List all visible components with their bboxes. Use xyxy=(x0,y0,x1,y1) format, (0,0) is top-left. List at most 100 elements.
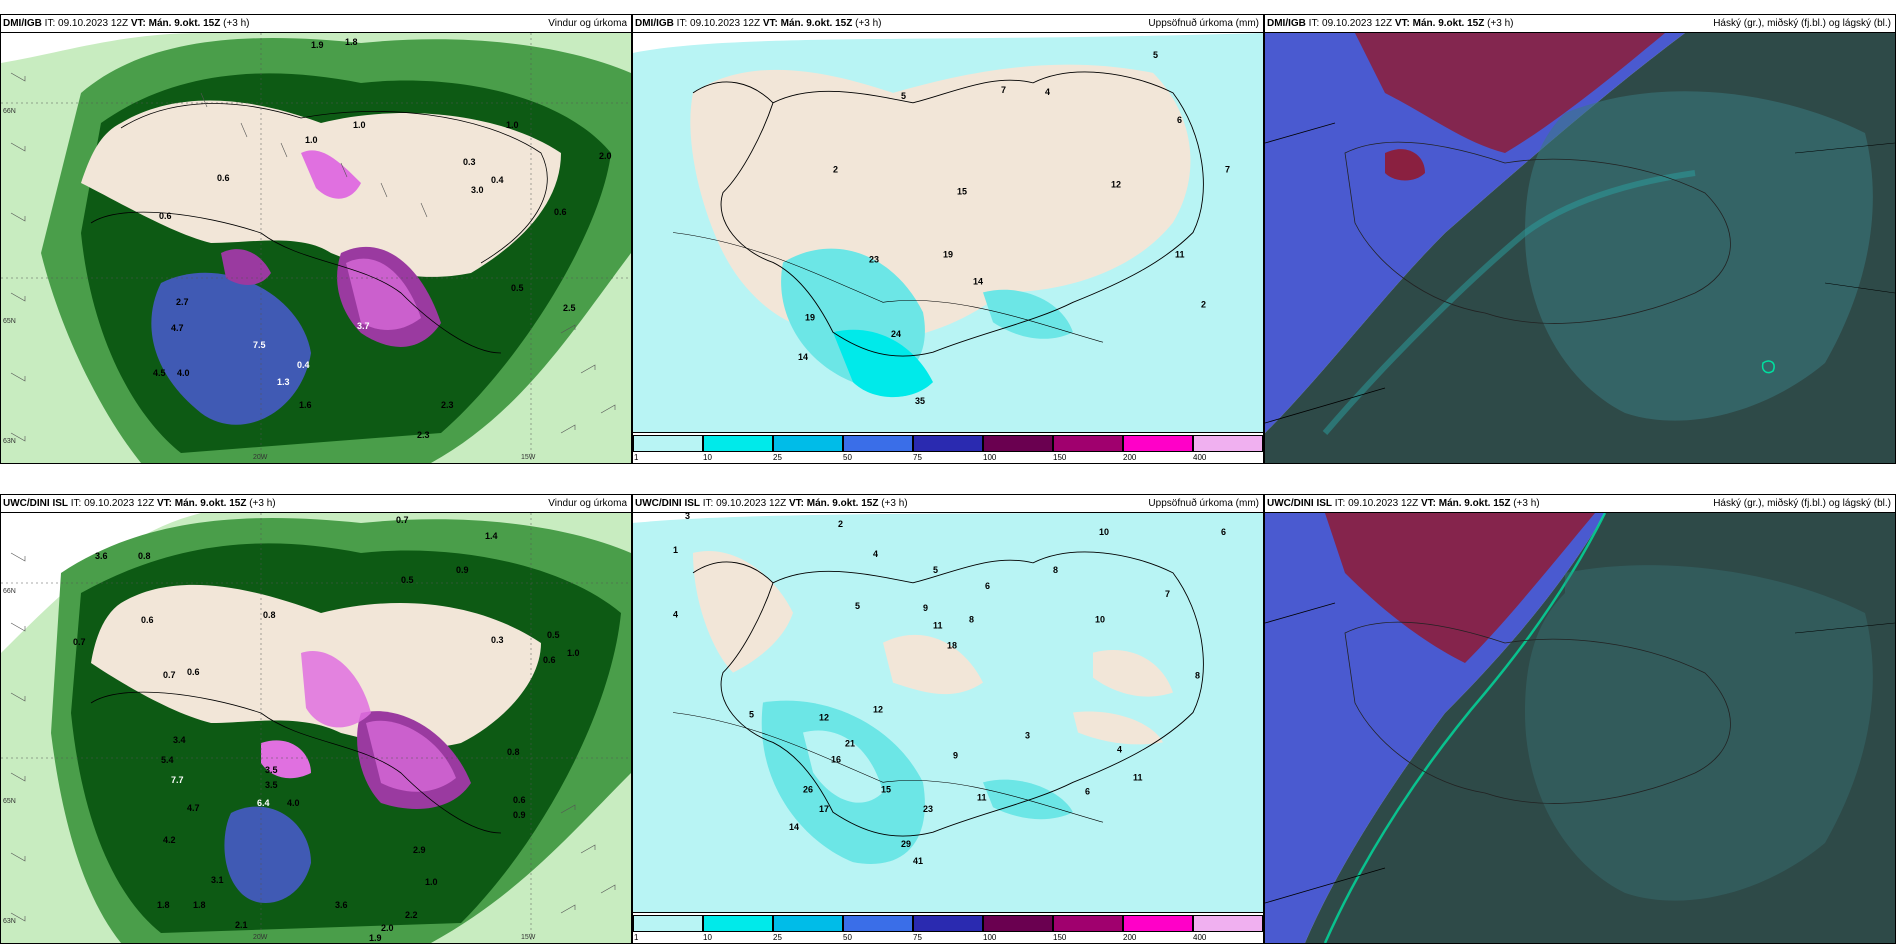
colorbar-tick: 75 xyxy=(913,933,922,942)
panel-title: Uppsöfnuð úrkoma (mm) xyxy=(1148,498,1259,509)
precip-label: 1.0 xyxy=(425,877,438,887)
precip-label: 4 xyxy=(1117,744,1122,754)
precip-label: 0.5 xyxy=(511,283,524,293)
precip-label: 10 xyxy=(1099,527,1109,537)
precip-label: 0.8 xyxy=(263,610,276,620)
precip-label: 0.6 xyxy=(141,615,154,625)
precip-label: 0.6 xyxy=(543,655,556,665)
panel-accum-precip-uwc[interactable]: UWC/DINI ISL IT: 09.10.2023 12Z VT: Mán.… xyxy=(632,494,1264,944)
valid-label: VT: xyxy=(130,18,146,29)
precip-label: 3 xyxy=(685,513,690,521)
lat-label: 65N xyxy=(3,798,16,805)
colorbar-swatch xyxy=(1053,435,1123,452)
panel-clouds-dmi[interactable]: DMI/IGB IT: 09.10.2023 12Z VT: Mán. 9.ok… xyxy=(1264,14,1896,464)
panel-header: DMI/IGB IT: 09.10.2023 12Z VT: Mán. 9.ok… xyxy=(633,15,1263,33)
precip-label: 5 xyxy=(933,565,938,575)
panel-accum-precip-dmi[interactable]: DMI/IGB IT: 09.10.2023 12Z VT: Mán. 9.ok… xyxy=(632,14,1264,464)
precip-label: 1.8 xyxy=(157,900,170,910)
precip-label: 4 xyxy=(1045,87,1050,97)
cloud-map[interactable] xyxy=(1265,33,1895,463)
precip-label: 19 xyxy=(943,249,953,259)
precip-label: 0.3 xyxy=(463,157,476,167)
precip-label: 0.7 xyxy=(163,670,176,680)
colorbar-swatch xyxy=(1123,435,1193,452)
panel-wind-precip-dmi[interactable]: DMI/IGB IT: 09.10.2023 12Z VT: Mán. 9.ok… xyxy=(0,14,632,464)
precip-label: 0.8 xyxy=(507,747,520,757)
panel-wind-precip-uwc[interactable]: UWC/DINI ISL IT: 09.10.2023 12Z VT: Mán.… xyxy=(0,494,632,944)
colorbar-tick: 25 xyxy=(773,453,782,462)
precip-label: 3.7 xyxy=(357,321,370,331)
precip-label: 2.7 xyxy=(176,297,189,307)
precip-map[interactable]: 3 2 1 4 4 5 6 8 10 6 5 7 8 9 11 10 12 18… xyxy=(633,513,1263,912)
value-labels: 3 2 1 4 4 5 6 8 10 6 5 7 8 9 11 10 12 18… xyxy=(673,513,1226,866)
valid-time: Mán. 9.okt. 15Z xyxy=(1438,498,1511,509)
precip-label: 6 xyxy=(1221,527,1226,537)
precip-label: 2 xyxy=(833,165,838,175)
precip-label: 11 xyxy=(933,621,943,631)
precip-label: 1.4 xyxy=(485,531,498,541)
colorbar-swatch xyxy=(633,435,703,452)
precip-label: 4.0 xyxy=(177,368,190,378)
precip-label: 10 xyxy=(1095,615,1105,625)
precip-label: 7.5 xyxy=(253,340,266,350)
precip-label: 1.8 xyxy=(345,37,358,47)
colorbar-tick: 400 xyxy=(1193,933,1207,942)
precip-label: 5 xyxy=(901,91,906,101)
model-name: UWC/DINI ISL xyxy=(1267,498,1332,509)
colorbar-tick: 100 xyxy=(983,933,997,942)
precip-label: 1.9 xyxy=(369,933,382,943)
init-time: IT: 09.10.2023 12Z xyxy=(1334,498,1419,509)
lon-label: 20W xyxy=(253,934,268,941)
lat-label: 63N xyxy=(3,438,16,445)
precip-label: 8 xyxy=(969,615,974,625)
precip-label: 0.6 xyxy=(554,207,567,217)
panel-header: DMI/IGB IT: 09.10.2023 12Z VT: Mán. 9.ok… xyxy=(1,15,631,33)
precip-label: 0.6 xyxy=(187,667,200,677)
init-time: IT: 09.10.2023 12Z xyxy=(676,18,761,29)
panel-clouds-uwc[interactable]: UWC/DINI ISL IT: 09.10.2023 12Z VT: Mán.… xyxy=(1264,494,1896,944)
precip-label: 35 xyxy=(915,396,925,406)
precip-label: 1.3 xyxy=(277,377,290,387)
colorbar: 1 10 25 50 75 100 150 200 400 xyxy=(633,912,1263,943)
wind-map[interactable]: 0.7 1.4 3.6 0.8 0.6 0.7 0.5 0.9 0.8 0.6 … xyxy=(1,513,631,943)
precip-label: 14 xyxy=(789,822,799,832)
precip-label: 5 xyxy=(855,601,860,611)
colorbar-swatch xyxy=(1193,435,1263,452)
colorbar-swatch xyxy=(983,435,1053,452)
precip-label: 2.9 xyxy=(413,845,426,855)
precip-label: 0.6 xyxy=(217,173,230,183)
colorbar-swatch xyxy=(843,435,913,452)
precip-label: 6 xyxy=(985,581,990,591)
precip-label: 1 xyxy=(673,545,678,555)
model-name: UWC/DINI ISL xyxy=(3,498,68,509)
wind-map-svg: 0.7 1.4 3.6 0.8 0.6 0.7 0.5 0.9 0.8 0.6 … xyxy=(1,513,631,943)
precip-label: 0.9 xyxy=(513,810,526,820)
precip-label: 12 xyxy=(819,712,829,722)
colorbar-tick: 25 xyxy=(773,933,782,942)
precip-label: 2.3 xyxy=(417,430,430,440)
precip-label: 26 xyxy=(803,784,813,794)
colorbar-tick: 1 xyxy=(634,453,639,462)
panel-title: Háský (gr.), miðský (fj.bl.) og lágský (… xyxy=(1713,18,1891,29)
precip-label: 3.4 xyxy=(173,735,186,745)
precip-label: 0.6 xyxy=(513,795,526,805)
colorbar-swatch xyxy=(1123,915,1193,932)
precip-label: 3.6 xyxy=(335,900,348,910)
wind-map[interactable]: 1.9 1.8 1.0 1.0 1.0 2.0 0.3 0.4 3.0 0.6 … xyxy=(1,33,631,463)
cloud-map[interactable] xyxy=(1265,513,1895,943)
colorbar-swatch xyxy=(913,915,983,932)
precip-label: 2 xyxy=(1201,299,1206,309)
precip-label: 7.7 xyxy=(171,775,184,785)
precip-label: 1.0 xyxy=(353,120,366,130)
precip-label: 2.3 xyxy=(441,400,454,410)
precip-label: 12 xyxy=(873,705,883,715)
precip-label: 1.9 xyxy=(311,40,324,50)
colorbar-swatch xyxy=(843,915,913,932)
precip-map[interactable]: 5 7 4 5 6 7 2 12 15 19 23 19 14 24 11 2 … xyxy=(633,33,1263,432)
precip-label: 0.8 xyxy=(138,551,151,561)
init-time: IT: 09.10.2023 12Z xyxy=(70,498,155,509)
colorbar-swatch xyxy=(1193,915,1263,932)
colorbar-tick: 150 xyxy=(1053,453,1067,462)
colorbar-swatch xyxy=(1053,915,1123,932)
valid-label: VT: xyxy=(1420,498,1436,509)
